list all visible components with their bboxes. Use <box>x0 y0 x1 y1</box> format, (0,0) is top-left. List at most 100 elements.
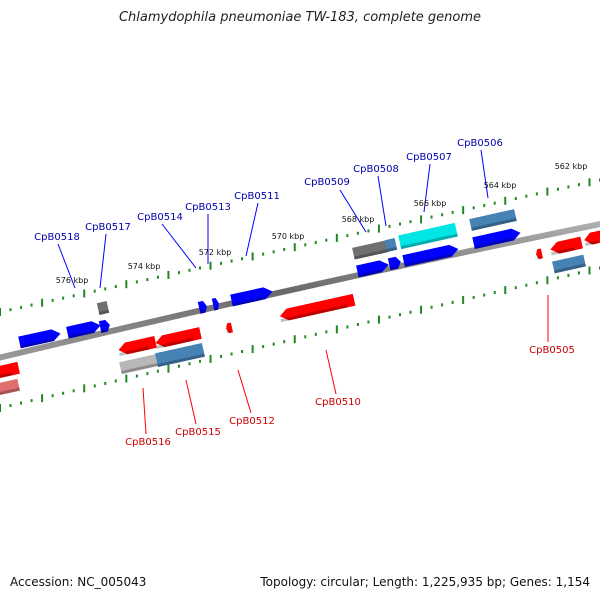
lower-track-tick <box>283 340 286 344</box>
upper-track-tick <box>93 289 96 293</box>
upper-track-tick <box>451 210 454 214</box>
scale-label: 576 kbp <box>56 276 89 285</box>
lower-track-tick <box>304 335 307 339</box>
callout-line <box>339 189 367 233</box>
upper-track-tick <box>314 241 317 245</box>
gene-cpb0508[interactable] <box>356 259 390 278</box>
lower-track-tick <box>199 359 201 363</box>
upper-track-tick <box>546 187 549 196</box>
gene-cpb0509[interactable] <box>352 240 388 260</box>
callout-line <box>480 149 489 199</box>
upper-track-tick <box>9 308 12 312</box>
gene-cpb0511[interactable] <box>230 286 274 307</box>
gene-cpb0516-gray[interactable] <box>119 354 159 374</box>
upper-track-tick <box>325 238 328 242</box>
gene-cpb0515-top[interactable] <box>154 327 202 349</box>
gene-cpb0508-top[interactable] <box>384 238 398 252</box>
gene-fwd-564[interactable] <box>472 227 521 250</box>
upper-track-tick <box>388 224 391 228</box>
gene-cpb0515[interactable] <box>155 342 205 368</box>
lower-track-tick <box>441 303 444 307</box>
forward-gene-label[interactable]: CpB0513 <box>185 202 231 213</box>
gene-cpb0507[interactable] <box>398 222 458 250</box>
upper-track-tick <box>283 247 286 251</box>
reverse-gene-label[interactable]: CpB0505 <box>529 345 575 356</box>
gene-small-fwd2[interactable] <box>387 256 402 271</box>
upper-track-tick <box>62 296 65 300</box>
reverse-gene-label[interactable]: CpB0516 <box>125 437 171 448</box>
gene-cpb0512[interactable] <box>225 322 234 334</box>
gene-gray-small[interactable] <box>96 301 110 315</box>
upper-track-tick <box>462 206 465 215</box>
lower-track-tick <box>356 322 359 326</box>
forward-gene-label[interactable]: CpB0518 <box>34 232 80 243</box>
reverse-gene-label[interactable]: CpB0510 <box>315 397 361 408</box>
upper-track-tick <box>577 183 580 187</box>
upper-track-tick <box>241 257 244 261</box>
upper-track-tick <box>230 259 233 263</box>
gene-rev-right[interactable] <box>549 236 583 256</box>
upper-track-tick <box>441 213 444 217</box>
gene-cpb0517[interactable] <box>66 319 102 339</box>
lower-track-tick <box>177 364 180 368</box>
gene-cpb0505[interactable] <box>535 248 544 260</box>
gene-small-fwd[interactable] <box>98 319 111 333</box>
gene-cpb0510[interactable] <box>279 293 356 323</box>
scale-label: 568 kbp <box>342 215 375 224</box>
forward-gene-label[interactable]: CpB0511 <box>234 191 280 202</box>
gene-cpb0513[interactable] <box>211 297 220 311</box>
lower-track-tick <box>377 315 380 324</box>
upper-track-tick <box>535 192 538 196</box>
lower-track-tick <box>83 384 86 393</box>
lower-track-tick <box>62 391 65 395</box>
map-title: Chlamydophila pneumoniae TW-183, complet… <box>118 10 482 25</box>
lower-track-tick <box>314 332 317 336</box>
upper-track-tick <box>188 268 191 272</box>
gene-rev-left[interactable] <box>0 361 20 381</box>
lower-track-tick <box>0 404 1 412</box>
upper-track-tick <box>41 298 44 307</box>
gene-cpb0506-top[interactable] <box>469 209 517 231</box>
upper-track-tick <box>135 280 138 284</box>
forward-gene-label[interactable]: CpB0507 <box>406 152 452 163</box>
upper-track-tick <box>104 287 107 291</box>
gene-steel-right[interactable] <box>552 254 586 274</box>
callout-line <box>423 163 431 213</box>
upper-track-tick <box>567 185 570 189</box>
gene-cpb0518[interactable] <box>18 328 62 349</box>
lower-track-tick <box>504 286 507 295</box>
callout-line <box>325 349 337 395</box>
upper-track-tick <box>335 233 338 242</box>
upper-track-tick <box>262 252 265 256</box>
scale-label: 570 kbp <box>272 232 305 241</box>
gene-rev-right2[interactable] <box>583 229 600 247</box>
upper-track-tick <box>356 231 359 235</box>
forward-gene-label[interactable]: CpB0517 <box>85 222 131 233</box>
gene-cpb0516[interactable] <box>117 336 157 356</box>
lower-track-tick <box>251 345 254 354</box>
lower-track-tick <box>335 325 338 334</box>
upper-track-tick <box>409 220 412 224</box>
upper-track-tick <box>199 266 201 270</box>
forward-gene-label[interactable]: CpB0509 <box>304 177 350 188</box>
gene-fwd-566[interactable] <box>402 243 459 267</box>
gene-cpb0514[interactable] <box>197 300 208 314</box>
lower-track-tick <box>325 330 328 334</box>
lower-track-tick <box>525 283 528 287</box>
reverse-gene-label[interactable]: CpB0515 <box>175 427 221 438</box>
lower-track-tick <box>409 310 412 314</box>
lower-track-tick <box>588 266 591 275</box>
lower-track-tick <box>209 354 212 363</box>
upper-track-tick <box>20 305 23 309</box>
forward-gene-label[interactable]: CpB0508 <box>353 164 399 175</box>
gene-rev-left2[interactable] <box>0 378 20 398</box>
lower-track-tick <box>556 276 559 280</box>
lower-track-tick <box>72 389 75 393</box>
lower-track-tick <box>220 354 223 358</box>
upper-track-tick <box>525 194 528 198</box>
forward-gene-label[interactable]: CpB0506 <box>457 138 503 149</box>
upper-track-tick <box>125 280 128 289</box>
reverse-gene-label[interactable]: CpB0512 <box>229 416 275 427</box>
upper-track-tick <box>83 289 86 298</box>
forward-gene-label[interactable]: CpB0514 <box>137 212 183 223</box>
